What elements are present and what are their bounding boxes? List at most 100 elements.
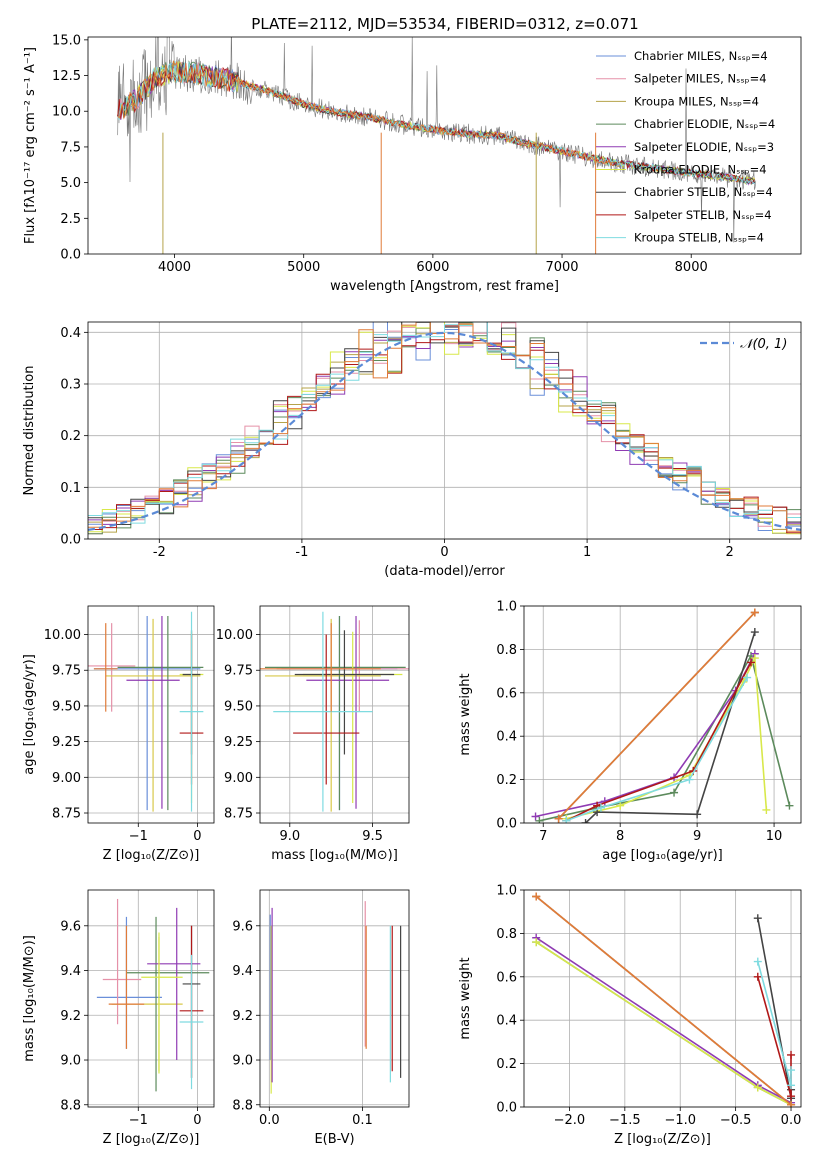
mass_vs_EBV-x-tick-label: 0.1 xyxy=(352,1113,373,1128)
age_vs_mass-errorbar xyxy=(273,611,373,812)
weight_vs_Z-x-axis-label: Z [log₁₀(Z/Z⊙)] xyxy=(614,1132,711,1147)
residuals-y-axis-label: Normed distribution xyxy=(22,366,37,496)
weight_vs_Z-point-marker xyxy=(787,1092,796,1101)
mass_vs_EBV-y-tick-label: 9.6 xyxy=(232,919,253,934)
spectrum-y-tick-label: 12.5 xyxy=(52,69,81,84)
spectrum-panel: 4000 5000 6000 7000 8000 0.0 2.5 5.0 7.5 10.0 12.5… xyxy=(23,33,802,294)
age_vs_mass-frame xyxy=(259,605,410,824)
spectrum-y-tick-label: 0.0 xyxy=(60,248,81,263)
weight_vs_Z-series-line xyxy=(535,895,792,1106)
age_vs_mass-x-axis-label: mass [log₁₀(M/M⊙)] xyxy=(271,848,398,863)
spectrum-x-tick-label: 4000 xyxy=(158,260,191,275)
mass_vs_Z-frame xyxy=(87,889,215,1108)
residuals-y-tick-label: 0.1 xyxy=(60,481,81,496)
weight_vs_age-frame xyxy=(523,605,802,824)
mass_vs_EBV-y-tick-label: 9.4 xyxy=(232,964,253,979)
age_vs_mass-panel: 9.0 9.5 8.75 9.00 9.25 9.50 9.75 10.00 mass [log… xyxy=(216,605,410,863)
spectrum-y-tick-label: 2.5 xyxy=(60,212,81,227)
weight_vs_Z-y-axis-label: mass weight xyxy=(458,957,473,1039)
mass_vs_Z-errorbar xyxy=(108,925,145,1049)
weight_vs_Z-point-marker xyxy=(532,938,541,947)
mass_vs_Z-y-tick-label: 8.8 xyxy=(60,1098,81,1113)
weight_vs_age-point-marker xyxy=(581,819,590,823)
spectrum-y-tick-label: 15.0 xyxy=(52,33,81,48)
weight_vs_age-y-tick-label: 0.2 xyxy=(496,773,517,788)
age_vs_mass-errorbar xyxy=(264,615,406,811)
age_vs_mass-y-tick-label: 9.00 xyxy=(224,771,253,786)
residuals-frame xyxy=(87,321,802,540)
mass_vs_Z-y-axis-label: mass [log₁₀(M/M⊙)] xyxy=(22,935,37,1062)
weight_vs_age-series-line xyxy=(565,662,752,822)
spectrum-legend: Chabrier MILES, Nₛₛₚ=4 Salpeter MILES, Nₛ… xyxy=(596,49,775,245)
age_vs_mass-y-tick-label: 8.75 xyxy=(224,807,253,822)
weight_vs_age-point-marker xyxy=(750,628,759,637)
age_vs_Z-x-axis-label: Z [log₁₀(Z/Z⊙)] xyxy=(103,848,200,863)
age_vs_Z-frame xyxy=(87,605,215,824)
spectrum-legend-label: Kroupa ELODIE, Nₛₛₚ=4 xyxy=(634,163,767,177)
weight_vs_age-x-tick-label: 10 xyxy=(766,829,783,844)
weight_vs_Z-point-marker xyxy=(787,1100,796,1107)
mass_vs_Z-panel: −1 0 8.8 9.0 9.2 9.4 9.6 Z [log₁₀(Z/Z⊙)] mass [l… xyxy=(22,889,215,1147)
residuals-x-tick-label: -1 xyxy=(295,545,308,560)
age_vs_mass-errorbar xyxy=(260,623,381,712)
spectrum-x-tick-label: 7000 xyxy=(545,260,578,275)
spectrum-y-axis-label: Flux [fλ10⁻¹⁷ erg cm⁻² s⁻¹ A⁻¹] xyxy=(23,47,38,244)
weight_vs_Z-y-tick-label: 0.6 xyxy=(496,970,517,985)
weight_vs_age-point-marker xyxy=(616,801,625,810)
spectrum-legend-label: Salpeter MILES, Nₛₛₚ=4 xyxy=(634,72,767,86)
weight_vs_age-series-line xyxy=(566,677,748,822)
weight_vs_Z-x-tick-label: −1.0 xyxy=(664,1113,696,1128)
weight_vs_Z-plot-area xyxy=(532,892,796,1107)
mass_vs_EBV-x-tick-label: 0.0 xyxy=(259,1113,280,1128)
spectrum-x-tick-label: 8000 xyxy=(675,260,708,275)
mass_vs_Z-errorbar xyxy=(126,916,210,1092)
age_vs_Z-panel: −1 0 8.75 9.00 9.25 9.50 9.75 10.00 Z [log₁₀(Z/Z… xyxy=(22,605,215,863)
age_vs_Z-y-tick-label: 9.75 xyxy=(52,664,81,679)
weight_vs_Z-panel: −2.0 −1.5 −1.0 −0.5 0.0 0.0 0.2 0.4 0.6 0.8 1.0 Z [… xyxy=(458,884,802,1147)
spectrum-legend-label: Kroupa MILES, Nₛₛₚ=4 xyxy=(634,94,759,108)
mass_vs_Z-x-tick-label: 0 xyxy=(193,1113,201,1128)
weight_vs_age-point-marker xyxy=(750,654,759,663)
mass_vs_Z-errorbar xyxy=(141,932,183,1074)
weight_vs_age-point-marker xyxy=(670,788,679,797)
weight_vs_age-point-marker xyxy=(596,803,605,812)
weight_vs_Z-y-tick-label: 0.4 xyxy=(496,1014,517,1029)
spectrum-model-line xyxy=(117,60,614,167)
age_vs_Z-errorbar xyxy=(93,623,118,712)
weight_vs_age-point-marker xyxy=(743,673,752,682)
weight_vs_age-point-marker xyxy=(554,814,563,823)
spectrum-y-tick-label: 7.5 xyxy=(60,140,81,155)
residuals-plot-area xyxy=(88,322,801,535)
age_vs_mass-x-tick-label: 9.5 xyxy=(362,829,383,844)
weight_vs_age-point-marker xyxy=(746,658,755,667)
spectrum-x-axis-label: wavelength [Angstrom, rest frame] xyxy=(330,279,559,294)
weight_vs_Z-frame xyxy=(523,889,802,1108)
weight_vs_age-point-marker xyxy=(750,608,759,617)
weight_vs_age-x-tick-label: 7 xyxy=(539,829,547,844)
spectrum-legend-label: Chabrier ELODIE, Nₛₛₚ=4 xyxy=(634,117,775,131)
weight_vs_Z-point-marker xyxy=(753,914,762,923)
age_vs_mass-plot-area xyxy=(260,611,409,812)
weight_vs_age-series-line xyxy=(558,611,756,820)
gaussian-reference-line xyxy=(88,331,801,531)
age_vs_mass-y-tick-label: 9.75 xyxy=(224,664,253,679)
weight_vs_Z-x-tick-label: −2.0 xyxy=(554,1113,586,1128)
spectrum-frame xyxy=(87,36,802,255)
weight_vs_age-y-tick-label: 1.0 xyxy=(496,600,517,615)
weight_vs_age-point-marker xyxy=(762,805,771,814)
weight_vs_age-y-tick-label: 0.8 xyxy=(496,643,517,658)
weight_vs_Z-x-tick-label: 0.0 xyxy=(781,1113,802,1128)
age_vs_mass-x-tick-label: 9.0 xyxy=(279,829,300,844)
residuals-x-tick-label: 0 xyxy=(440,545,448,560)
age_vs_mass-errorbar xyxy=(293,634,360,785)
residuals-panel: -2 -1 0 1 2 0.0 0.1 0.2 0.3 0.4 (data-model)/error… xyxy=(22,321,802,579)
weight_vs_age-y-tick-label: 0.4 xyxy=(496,730,517,745)
weight_vs_age-point-marker xyxy=(693,810,702,819)
residuals-legend-label: 𝒩(0, 1) xyxy=(740,337,787,352)
residuals-y-tick-label: 0.3 xyxy=(60,378,81,393)
weight_vs_Z-point-marker xyxy=(787,1050,796,1059)
spectrum-legend-label: Chabrier STELIB, Nₛₛₚ=4 xyxy=(634,185,773,199)
spectrum-y-tick-label: 5.0 xyxy=(60,176,81,191)
